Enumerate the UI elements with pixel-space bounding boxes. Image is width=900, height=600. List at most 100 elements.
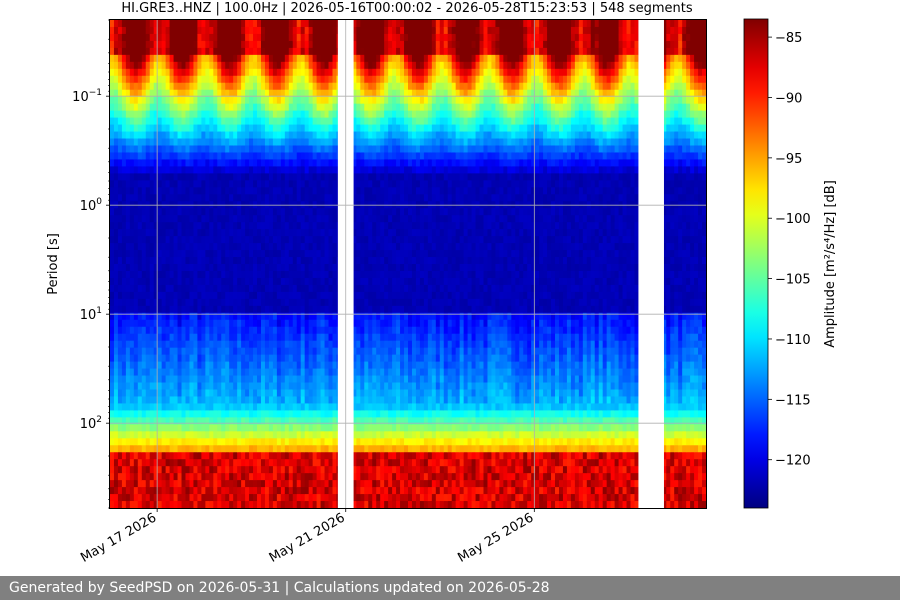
heatmap-cell [260,417,266,425]
heatmap-cell [225,326,230,335]
heatmap-cell [372,173,377,181]
heatmap-cell [145,159,151,167]
heatmap-cell [372,159,377,167]
heatmap-cell [129,319,135,328]
heatmap-cell [141,89,147,98]
heatmap-cell [201,312,206,321]
heatmap-cell [272,319,278,328]
heatmap-cell [328,459,334,467]
heatmap-cell [185,494,191,502]
heatmap-cell [110,452,115,460]
heatmap-cell [149,215,155,223]
heatmap-cell [364,222,369,230]
heatmap-cell [280,354,286,363]
heatmap-cell [368,194,373,202]
heatmap-cell [137,368,143,377]
heatmap-cell [364,494,369,502]
heatmap-cell [221,229,226,237]
heatmap-cell [249,410,254,418]
heatmap-cell [296,61,302,70]
heatmap-cell [201,208,206,216]
heatmap-cell [205,110,210,119]
heatmap-cell [276,187,282,195]
heatmap-cell [233,20,238,28]
heatmap-cell [364,264,369,272]
heatmap-cell [368,159,373,167]
heatmap-cell [201,20,206,28]
heatmap-cell [368,33,373,42]
heatmap-cell [356,20,361,28]
heatmap-cell [384,159,389,167]
heatmap-cell [324,208,330,216]
heatmap-cell [161,466,167,474]
heatmap-cell [245,236,250,244]
heatmap-cell [280,166,286,174]
heatmap-cell [217,291,222,300]
heatmap-cell [272,166,278,174]
heatmap-cell [296,291,302,300]
heatmap-cell [169,326,175,335]
heatmap-cell [253,89,258,98]
heatmap-cell [296,354,302,363]
heatmap-cell [125,61,131,70]
heatmap-cell [205,501,210,509]
heatmap-cell [197,68,202,77]
heatmap-cell [320,166,326,174]
heatmap-cell [296,501,302,509]
heatmap-cell [320,305,326,314]
heatmap-cell [161,340,167,349]
heatmap-cell [161,326,167,335]
heatmap-cell [110,270,115,279]
heatmap-cell [268,480,274,488]
heatmap-cell [352,257,357,265]
heatmap-cell [253,20,258,28]
heatmap-cell [384,305,389,314]
heatmap-cell [304,417,310,425]
heatmap-cell [384,368,389,377]
heatmap-cell [181,96,187,105]
heatmap-cell [125,229,131,237]
heatmap-cell [229,298,234,307]
heatmap-cell [384,173,389,181]
heatmap-cell [332,117,338,126]
heatmap-cell [253,68,258,77]
heatmap-cell [229,159,234,167]
heatmap-cell [324,347,330,356]
heatmap-cell [181,438,187,446]
heatmap-cell [221,354,226,363]
heatmap-cell [157,187,163,195]
heatmap-cell [233,96,238,105]
heatmap-cell [129,33,135,42]
heatmap-cell [141,354,147,363]
heatmap-cell [149,187,155,195]
heatmap-cell [356,250,361,258]
heatmap-cell [225,396,230,405]
heatmap-cell [316,159,322,167]
heatmap-cell [384,494,389,502]
heatmap-cell [324,180,330,188]
heatmap-cell [380,291,385,300]
heatmap-cell [129,159,135,167]
heatmap-cell [272,82,278,91]
heatmap-cell [280,26,286,35]
heatmap-cell [181,243,187,251]
heatmap-cell [356,431,361,439]
heatmap-cell [308,110,314,119]
heatmap-cell [284,103,290,112]
heatmap-cell [145,501,151,509]
heatmap-cell [324,40,330,49]
heatmap-cell [368,82,373,91]
heatmap-cell [380,326,385,335]
heatmap-cell [221,103,226,112]
heatmap-cell [372,452,377,460]
heatmap-cell [241,89,246,98]
heatmap-cell [217,494,222,502]
heatmap-cell [300,194,306,202]
heatmap-cell [276,361,282,370]
heatmap-cell [300,410,306,418]
heatmap-cell [133,347,139,356]
heatmap-cell [121,103,127,112]
heatmap-cell [201,243,206,251]
heatmap-cell [153,424,159,432]
heatmap-cell [217,187,222,195]
